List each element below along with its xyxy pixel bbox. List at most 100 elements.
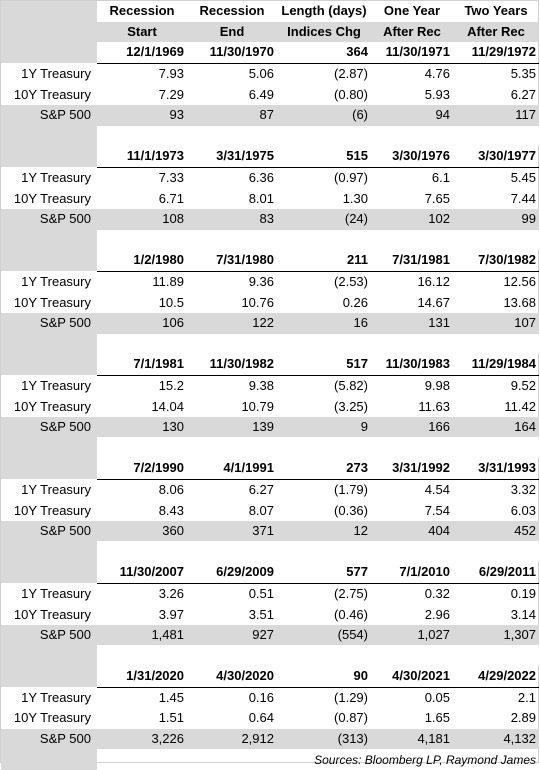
value-cell: 6.71 xyxy=(158,190,184,206)
value-cell: 166 xyxy=(371,416,453,438)
row-1y-treasury: 1Y Treasury 15.2 9.38 (5.82) 9.98 9.52 xyxy=(1,375,539,396)
length-days: 364 xyxy=(277,42,371,64)
value-cell: 14.04 xyxy=(151,398,184,414)
header-two-years-line2: After Rec xyxy=(453,21,539,43)
value-cell: 10.76 xyxy=(241,294,274,310)
value-cell: 0.51 xyxy=(248,585,274,601)
row-label: S&P 500 xyxy=(1,520,97,542)
date-row-corner xyxy=(1,42,97,64)
group-spacer-row xyxy=(1,229,539,251)
value-cell: 404 xyxy=(371,520,453,542)
end-date: 3/31/1975 xyxy=(187,146,277,168)
row-10y-treasury: 10Y Treasury 6.71 8.01 1.30 7.65 7.44 xyxy=(1,188,539,209)
value-cell: 2.1 xyxy=(517,689,536,705)
spacer-cell xyxy=(277,333,371,355)
spacer-cell xyxy=(187,229,277,251)
start-date: 11/30/2007 xyxy=(97,562,187,584)
spacer-cell xyxy=(277,125,371,147)
header-two-years-line1: Two Years xyxy=(464,3,528,19)
value-cell: (2.75) xyxy=(334,585,368,601)
value-cell: 1,027 xyxy=(371,624,453,646)
two-years-after-date: 3/30/1977 xyxy=(453,146,539,168)
value-cell: (24) xyxy=(277,208,371,230)
value-cell: (313) xyxy=(277,728,371,750)
value-cell: 16 xyxy=(277,312,371,334)
row-1y-treasury: 1Y Treasury 7.33 6.36 (0.97) 6.1 5.45 xyxy=(1,167,539,188)
value-cell: 7.65 xyxy=(424,190,450,206)
value-cell: 12 xyxy=(277,520,371,542)
value-cell: 102 xyxy=(371,208,453,230)
spacer-cell xyxy=(187,125,277,147)
two-years-after-date: 11/29/1972 xyxy=(453,42,539,64)
row-label: S&P 500 xyxy=(1,728,97,750)
length-days: 211 xyxy=(277,250,371,272)
value-cell: 11.63 xyxy=(418,398,450,414)
length-days: 90 xyxy=(277,666,371,688)
recession-date-row: 7/2/1990 4/1/1991 273 3/31/1992 3/31/1993 xyxy=(1,458,539,480)
value-cell: 0.64 xyxy=(248,710,274,726)
value-cell: 122 xyxy=(187,312,277,334)
spacer-cell xyxy=(453,541,539,563)
spacer-cell xyxy=(187,437,277,459)
value-cell: 4.76 xyxy=(424,66,450,82)
two-years-after-date: 6/29/2011 xyxy=(453,562,539,584)
spacer-cell xyxy=(277,437,371,459)
spacer-cell xyxy=(1,437,97,459)
row-label: 10Y Treasury xyxy=(13,398,91,414)
end-date: 6/29/2009 xyxy=(187,562,277,584)
source-row: Sources: Bloomberg LP, Raymond James xyxy=(1,749,539,770)
end-date: 4/1/1991 xyxy=(187,458,277,480)
row-label: S&P 500 xyxy=(1,208,97,230)
row-label: 10Y Treasury xyxy=(13,190,91,206)
row-10y-treasury: 10Y Treasury 10.5 10.76 0.26 14.67 13.68 xyxy=(1,292,539,313)
value-cell: 4,181 xyxy=(371,728,453,750)
row-label: 1Y Treasury xyxy=(21,585,91,601)
length-days: 517 xyxy=(277,354,371,376)
value-cell: (5.82) xyxy=(334,377,368,393)
value-cell: 130 xyxy=(97,416,187,438)
value-cell: 0.32 xyxy=(424,585,450,601)
spacer-cell xyxy=(97,333,187,355)
header-length-line2: Indices Chg xyxy=(277,21,371,43)
spacer-cell xyxy=(187,541,277,563)
value-cell: 3.14 xyxy=(510,606,536,622)
one-year-after-date: 4/30/2021 xyxy=(371,666,453,688)
row-10y-treasury: 10Y Treasury 1.51 0.64 (0.87) 1.65 2.89 xyxy=(1,708,539,729)
value-cell: 8.07 xyxy=(248,502,274,518)
value-cell: 8.06 xyxy=(158,481,184,497)
date-row-corner xyxy=(1,354,97,376)
row-10y-treasury: 10Y Treasury 14.04 10.79 (3.25) 11.63 11.42 xyxy=(1,396,539,417)
value-cell: 9.38 xyxy=(248,377,274,393)
header-row-2: Start End Indices Chg After Rec After Re… xyxy=(1,21,539,43)
row-sp500: S&P 500 106 122 16 131 107 xyxy=(1,312,539,334)
spacer-cell xyxy=(1,333,97,355)
group-spacer-row xyxy=(1,645,539,666)
source-note: Sources: Bloomberg LP, Raymond James xyxy=(314,752,536,767)
value-cell: 9.98 xyxy=(424,377,450,393)
spacer-cell xyxy=(453,645,539,666)
header-corner xyxy=(1,1,97,22)
value-cell: 106 xyxy=(97,312,187,334)
row-label: 10Y Treasury xyxy=(13,606,91,622)
value-cell: 6.03 xyxy=(510,502,536,518)
spacer-cell xyxy=(453,229,539,251)
value-cell: 10.5 xyxy=(158,294,184,310)
row-label: S&P 500 xyxy=(1,104,97,126)
spacer-cell xyxy=(371,437,453,459)
row-label: 1Y Treasury xyxy=(21,689,91,705)
row-label: 10Y Treasury xyxy=(13,294,91,310)
value-cell: 8.01 xyxy=(248,190,274,206)
value-cell: (6) xyxy=(277,104,371,126)
value-cell: 7.33 xyxy=(158,170,184,186)
value-cell: (2.53) xyxy=(334,274,368,290)
value-cell: 108 xyxy=(97,208,187,230)
row-sp500: S&P 500 3,226 2,912 (313) 4,181 4,132 xyxy=(1,728,539,750)
value-cell: (0.80) xyxy=(334,86,368,102)
spacer-cell xyxy=(371,125,453,147)
spacer-cell xyxy=(1,125,97,147)
value-cell: 93 xyxy=(97,104,187,126)
row-1y-treasury: 1Y Treasury 11.89 9.36 (2.53) 16.12 12.56 xyxy=(1,271,539,292)
length-days: 515 xyxy=(277,146,371,168)
row-sp500: S&P 500 108 83 (24) 102 99 xyxy=(1,208,539,230)
